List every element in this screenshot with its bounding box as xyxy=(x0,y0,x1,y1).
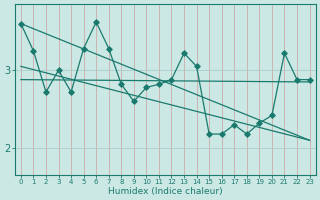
Point xyxy=(81,47,86,50)
Point xyxy=(232,123,237,126)
Point xyxy=(219,132,224,136)
Point xyxy=(282,52,287,55)
Point xyxy=(18,22,23,25)
Point xyxy=(294,78,300,81)
Point xyxy=(207,132,212,136)
Point xyxy=(56,69,61,72)
Point xyxy=(31,49,36,52)
Point xyxy=(131,100,136,103)
Point xyxy=(94,20,99,24)
Point xyxy=(194,65,199,68)
Point xyxy=(307,78,312,81)
Point xyxy=(169,78,174,81)
Point xyxy=(244,132,249,136)
Point xyxy=(44,90,49,94)
Point xyxy=(106,47,111,50)
Point xyxy=(144,86,149,89)
Point xyxy=(119,83,124,86)
Point xyxy=(156,83,162,86)
X-axis label: Humidex (Indice chaleur): Humidex (Indice chaleur) xyxy=(108,187,222,196)
Point xyxy=(181,52,187,55)
Point xyxy=(257,122,262,125)
Point xyxy=(68,90,74,94)
Point xyxy=(269,114,275,117)
